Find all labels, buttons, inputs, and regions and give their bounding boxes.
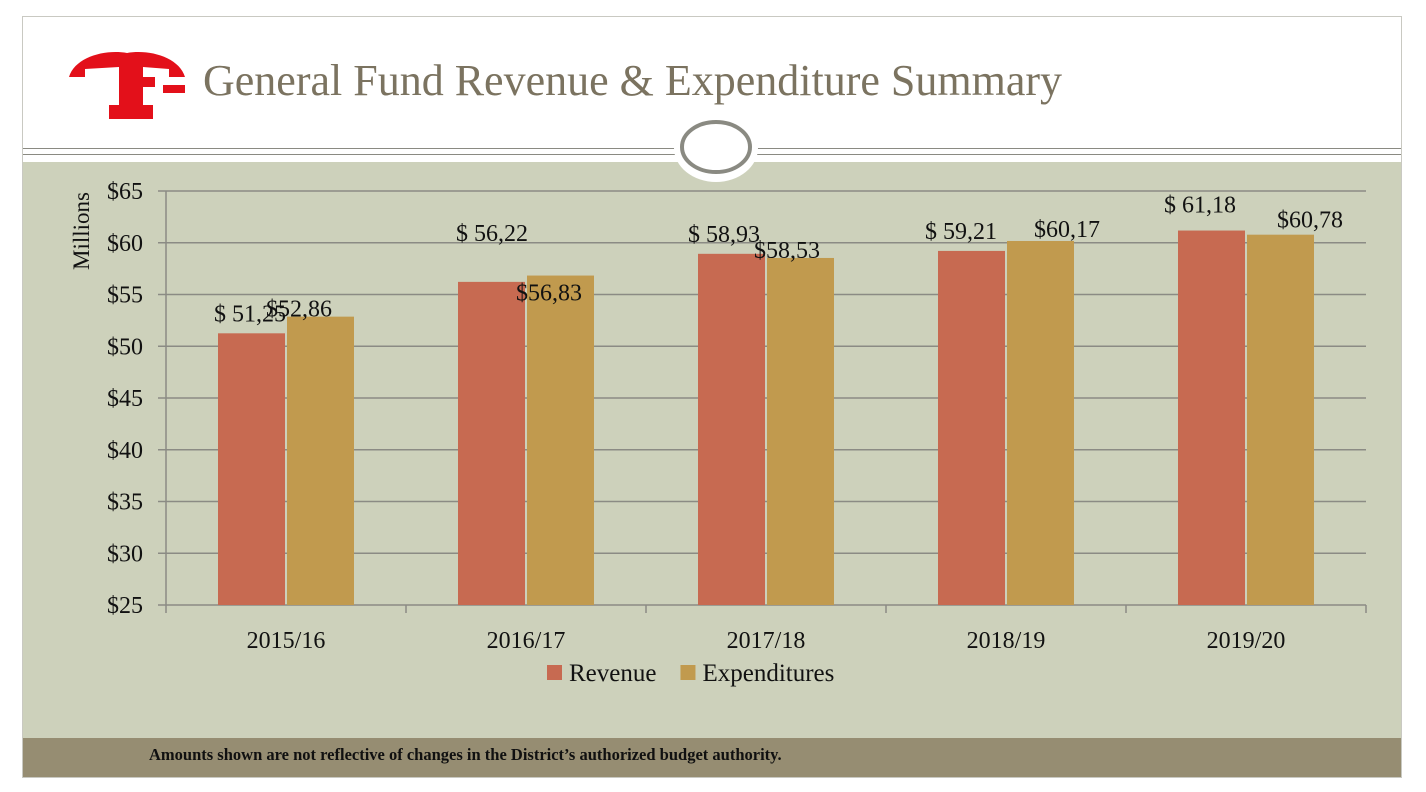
y-tick-label: $55 [107,283,143,309]
footnote: Amounts shown are not reflective of chan… [149,745,782,764]
expenditure-bar [1007,240,1074,606]
y-tick-label: $45 [107,386,143,412]
legend-revenue-label: Revenue [569,660,656,687]
slide: General Fund Revenue & Expenditure Summa… [22,16,1402,778]
expenditure-data-label: $60,78 [1277,208,1343,234]
expenditure-bar [527,275,594,605]
revenue-bar [938,250,1005,605]
legend-revenue-swatch [547,665,562,680]
expenditure-data-label: $60,17 [1034,217,1100,243]
gridlines [166,190,1366,554]
y-tick-label: $50 [107,334,143,360]
revenue-bar [1178,230,1245,606]
revenue-data-label: $ 58,93 [688,222,760,248]
revenue-data-label: $ 56,22 [456,221,528,247]
x-tick-label: 2018/19 [967,628,1046,654]
revenue-bar [218,333,285,605]
x-tick-label: 2017/18 [727,628,806,654]
tick-labels: $25 $30 $35 $40 $45 $50 $55 $60 $65 Millions 2015/… [69,179,1285,654]
x-tick-label: 2015/16 [247,628,326,654]
legend: Revenue Expenditures [547,660,834,687]
x-tick-label: 2019/20 [1207,628,1286,654]
revenue-data-label: $ 61,18 [1164,193,1236,219]
expenditure-bar [767,257,834,605]
bars [218,230,1314,606]
district-logo [69,52,185,119]
footer-bar [23,738,1401,777]
revenue-bar [458,281,525,605]
y-tick-label: $40 [107,438,143,464]
legend-expenditures-label: Expenditures [702,660,834,687]
y-tick-label: $65 [107,179,143,205]
circle-ornament [674,114,758,182]
slide-title: General Fund Revenue & Expenditure Summa… [203,56,1063,105]
expenditure-data-label: $56,83 [516,281,582,307]
expenditure-bar [1247,234,1314,605]
revenue-data-label: $ 59,21 [925,219,997,245]
revenue-data-label: $ 51,25 [214,301,286,327]
expenditure-data-label: $58,53 [754,238,820,264]
y-tick-label: $35 [107,490,143,516]
data-labels: $ 51,25$52,86 $ 56,22 $56,83 $ 58,93$58,53 $… [214,193,1343,328]
axes [158,190,1367,613]
y-tick-label: $25 [107,593,143,619]
y-tick-label: $60 [107,231,143,257]
legend-expenditures-swatch [680,665,696,680]
bar-chart: $ 51,25$52,86$ 56,22$56,83$ 58,93$58,53$… [69,179,1367,687]
x-tick-label: 2016/17 [487,628,566,654]
revenue-bar [698,253,765,605]
y-tick-label: $30 [107,541,143,567]
expenditure-bar [287,316,354,605]
expenditure-data-label: $52,86 [266,297,332,323]
y-axis-title: Millions [69,192,94,270]
